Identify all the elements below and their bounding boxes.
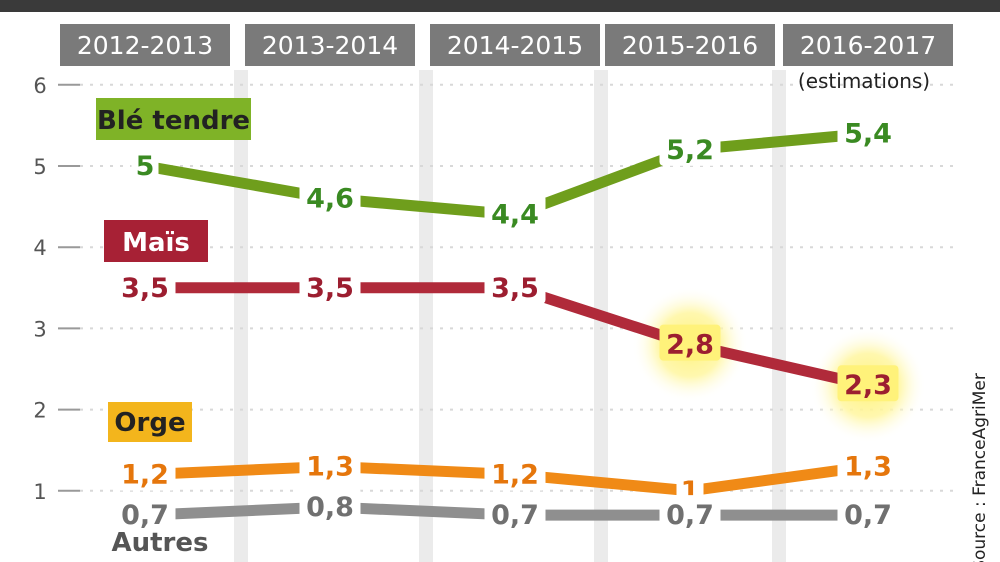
data-label: 5	[136, 151, 155, 182]
data-label: 5,2	[666, 135, 714, 166]
category-header	[783, 24, 953, 66]
value-label-bg	[837, 365, 899, 402]
x-tick-label: 2016-2017	[800, 31, 936, 60]
x-tick-label: 2014-2015	[447, 31, 583, 60]
value-label-bg	[659, 324, 721, 361]
value-label-bg	[299, 487, 361, 524]
data-label: 2,3	[844, 370, 892, 401]
category-header	[60, 24, 230, 66]
series-name-tag	[108, 402, 192, 442]
legend-label: Orge	[114, 408, 185, 438]
y-tick-label: 6	[33, 74, 46, 98]
x-tick-label: 2015-2016	[622, 31, 758, 60]
legend-label: Blé tendre	[97, 106, 250, 136]
value-label-bg	[837, 113, 899, 150]
value-label-bg	[837, 495, 899, 532]
data-label: 5,4	[844, 119, 892, 150]
value-label-bg	[299, 446, 361, 483]
y-tick-label: 3	[33, 317, 46, 341]
value-label-bg	[114, 495, 176, 532]
legend-label: Autres	[112, 528, 209, 558]
data-label: 0,8	[306, 492, 354, 523]
data-label: 1,2	[491, 460, 539, 491]
x-tick-label: 2013-2014	[262, 31, 398, 60]
value-label-bg	[659, 129, 721, 166]
value-label-bg	[484, 267, 546, 304]
data-label: 3,5	[121, 273, 169, 304]
data-label: 0,7	[666, 500, 714, 531]
series-name-tag	[96, 98, 251, 140]
category-header	[605, 24, 775, 66]
grid-divider	[419, 70, 433, 562]
value-label-bg	[114, 267, 176, 304]
y-tick-label: 1	[33, 480, 46, 504]
data-label: 1,3	[306, 451, 354, 482]
data-label: 3,5	[491, 273, 539, 304]
data-label: 4,4	[491, 200, 539, 231]
value-label-bg	[484, 194, 546, 231]
value-label-bg	[131, 146, 159, 182]
series-name-tag	[104, 220, 208, 262]
data-label: 2,8	[666, 330, 714, 361]
category-note: (estimations)	[798, 69, 930, 93]
value-label-bg	[484, 495, 546, 532]
data-label: 1,2	[121, 460, 169, 491]
data-label: 0,7	[844, 500, 892, 531]
x-tick-label: 2012-2013	[77, 31, 213, 60]
value-label-bg	[299, 267, 361, 304]
top-bar	[0, 0, 1000, 12]
y-tick-label: 5	[33, 155, 46, 179]
data-label: 0,7	[121, 500, 169, 531]
value-label-bg	[484, 454, 546, 491]
data-label: 3,5	[306, 273, 354, 304]
value-label-bg	[114, 454, 176, 491]
y-tick-label: 4	[33, 236, 46, 260]
category-header	[430, 24, 600, 66]
category-header	[245, 24, 415, 66]
value-label-bg	[837, 446, 899, 483]
source-note: Source : FranceAgriMer	[970, 373, 990, 562]
y-tick-label: 2	[33, 399, 46, 423]
legend-label: Maïs	[122, 228, 190, 258]
grid-divider	[772, 70, 786, 562]
value-label-bg	[299, 178, 361, 215]
value-label-bg	[659, 495, 721, 532]
data-label: 4,6	[306, 183, 354, 214]
data-label: 1,3	[844, 451, 892, 482]
grid-divider	[234, 70, 248, 562]
data-label: 0,7	[491, 500, 539, 531]
